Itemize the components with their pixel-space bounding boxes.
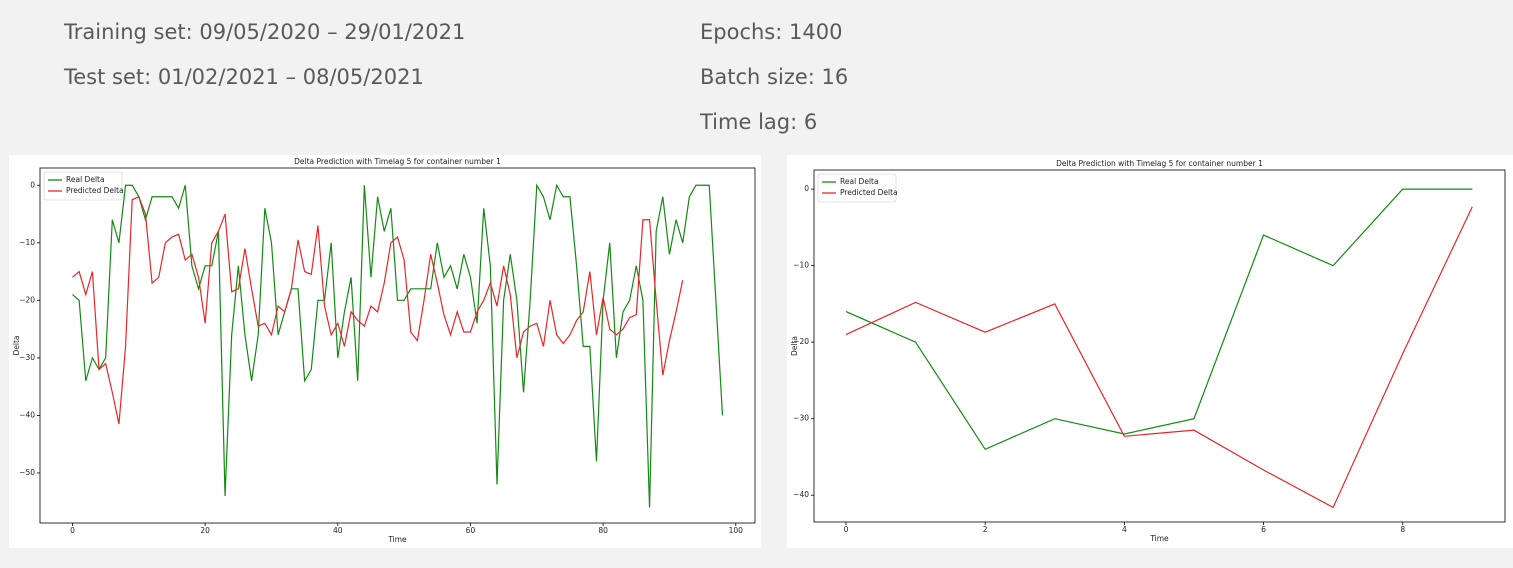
batch-size: Batch size: 16 bbox=[700, 65, 849, 89]
y-tick-label: 0 bbox=[804, 184, 809, 193]
legend-box bbox=[43, 171, 123, 201]
data-line bbox=[72, 183, 724, 508]
legend-label: Real Delta bbox=[66, 175, 105, 184]
x-axis-label: Time bbox=[1149, 534, 1169, 543]
y-tick-label: −10 bbox=[793, 261, 809, 270]
chart: Delta Prediction with Timelag 5 for cont… bbox=[9, 155, 761, 548]
x-tick-label: 40 bbox=[333, 526, 343, 535]
plot-frame bbox=[813, 169, 1506, 523]
x-tick-label: 20 bbox=[200, 526, 210, 535]
legend-label: Predicted Delta bbox=[840, 188, 898, 197]
x-tick-label: 8 bbox=[1400, 525, 1405, 534]
chart: Delta Prediction with Timelag 5 for cont… bbox=[787, 155, 1513, 548]
x-axis-label: Time bbox=[387, 535, 407, 544]
chart-title: Delta Prediction with Timelag 5 for cont… bbox=[1056, 159, 1263, 168]
x-tick-label: 2 bbox=[983, 525, 988, 534]
test-set: Test set: 01/02/2021 – 08/05/2021 bbox=[64, 65, 424, 89]
y-tick-label: −20 bbox=[793, 337, 809, 346]
x-tick-label: 100 bbox=[729, 526, 744, 535]
y-tick-label: −30 bbox=[19, 353, 35, 362]
y-tick-label: −30 bbox=[793, 414, 809, 423]
time-lag: Time lag: 6 bbox=[700, 110, 818, 134]
x-tick-label: 0 bbox=[844, 525, 849, 534]
y-tick-label: −10 bbox=[19, 238, 35, 247]
x-tick-label: 60 bbox=[466, 526, 476, 535]
legend-label: Real Delta bbox=[840, 177, 879, 186]
x-tick-label: 80 bbox=[598, 526, 608, 535]
y-tick-label: −40 bbox=[19, 410, 35, 419]
y-tick-label: 0 bbox=[30, 180, 35, 189]
y-tick-label: −20 bbox=[19, 295, 35, 304]
training-set: Training set: 09/05/2020 – 29/01/2021 bbox=[64, 20, 466, 44]
legend-box bbox=[817, 173, 897, 203]
data-line bbox=[72, 195, 684, 425]
y-axis-label: Delta bbox=[12, 335, 21, 355]
x-tick-label: 0 bbox=[70, 526, 75, 535]
y-axis-label: Delta bbox=[790, 336, 799, 356]
legend-label: Predicted Delta bbox=[66, 186, 124, 195]
data-line bbox=[845, 188, 1473, 451]
plot-frame bbox=[39, 167, 756, 524]
x-tick-label: 4 bbox=[1122, 525, 1127, 534]
y-tick-label: −40 bbox=[793, 490, 809, 499]
data-line bbox=[845, 206, 1473, 509]
y-tick-label: −50 bbox=[19, 468, 35, 477]
chart-title: Delta Prediction with Timelag 5 for cont… bbox=[294, 157, 501, 166]
epochs: Epochs: 1400 bbox=[700, 20, 843, 44]
x-tick-label: 6 bbox=[1261, 525, 1266, 534]
